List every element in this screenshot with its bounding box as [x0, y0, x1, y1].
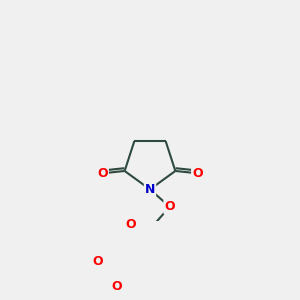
Text: N: N [145, 183, 155, 196]
Text: O: O [92, 255, 103, 268]
Text: O: O [111, 280, 122, 293]
Text: O: O [125, 218, 136, 231]
Text: O: O [97, 167, 108, 180]
Text: O: O [192, 167, 203, 180]
Text: O: O [164, 200, 175, 213]
